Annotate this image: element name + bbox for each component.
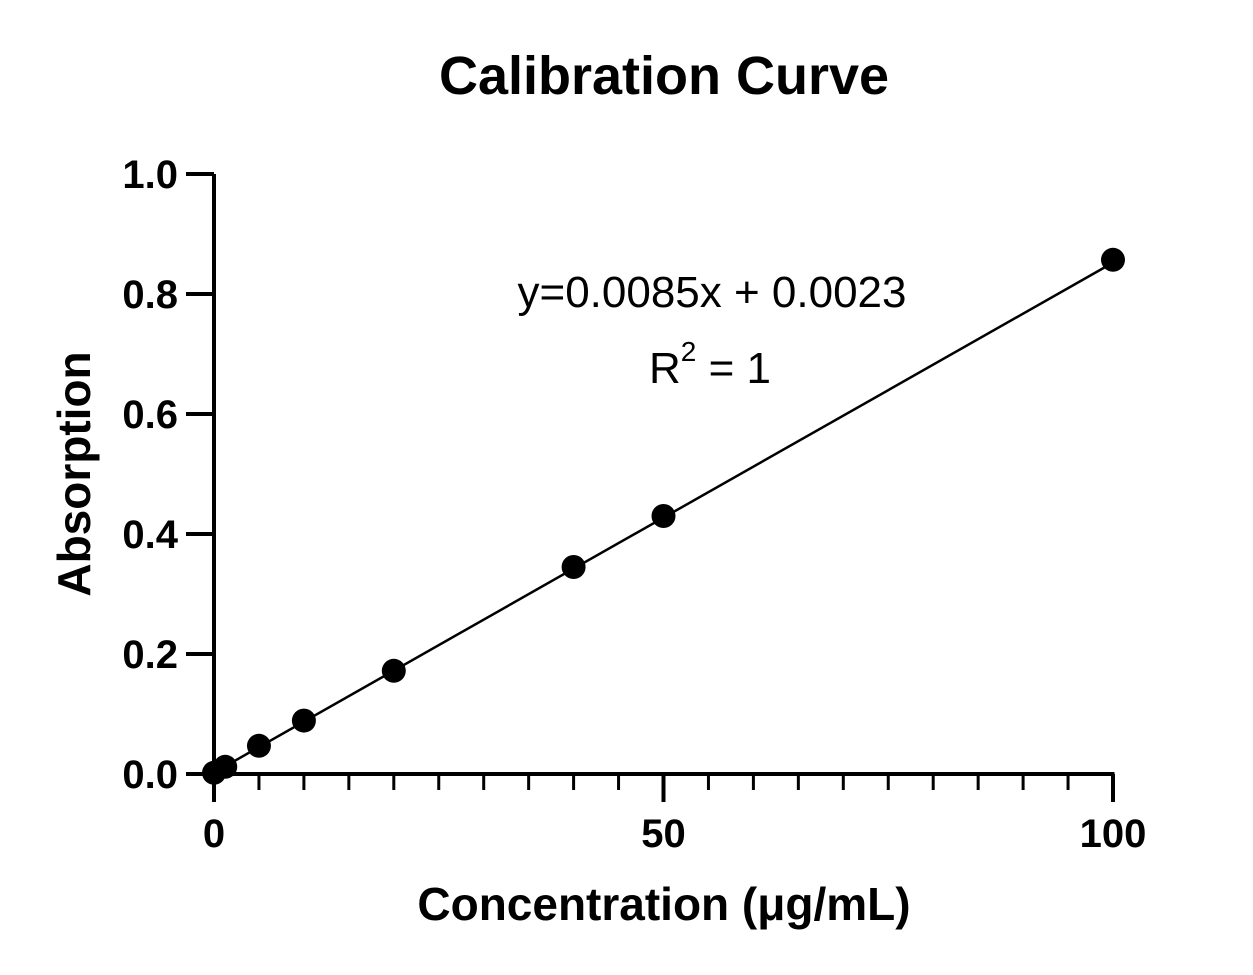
r-squared-prefix: R	[649, 344, 681, 393]
data-point	[1101, 247, 1125, 272]
y-tick-label: 0.6	[122, 393, 178, 437]
y-tick-label: 0.8	[122, 273, 178, 317]
chart-title: Calibration Curve	[439, 46, 889, 106]
data-points	[202, 247, 1125, 785]
r-squared-superscript: 2	[681, 336, 697, 367]
r-squared-annotation: R2 = 1	[649, 336, 771, 393]
data-point	[213, 754, 238, 779]
data-point	[381, 658, 406, 683]
r-squared-suffix: = 1	[696, 344, 771, 393]
data-point	[651, 504, 676, 528]
x-tick-label: 100	[1080, 812, 1147, 856]
axes: 0.0 0.2 0.4 0.6 0.8 1.0 0 50 100	[122, 153, 1146, 856]
data-point	[561, 555, 586, 579]
y-tick-label: 0.2	[122, 633, 178, 677]
x-axis-title: Concentration (μg/mL)	[417, 878, 910, 930]
fit-equation: y=0.0085x + 0.0023	[518, 268, 907, 317]
data-point	[291, 708, 316, 733]
data-point	[246, 733, 271, 758]
x-tick-label: 50	[641, 812, 686, 856]
y-axis-title: Absorption	[48, 351, 100, 596]
y-tick-label: 0.0	[122, 753, 178, 797]
y-tick-label: 0.4	[122, 513, 178, 557]
y-tick-label: 1.0	[122, 153, 178, 197]
x-tick-label: 0	[203, 812, 225, 856]
